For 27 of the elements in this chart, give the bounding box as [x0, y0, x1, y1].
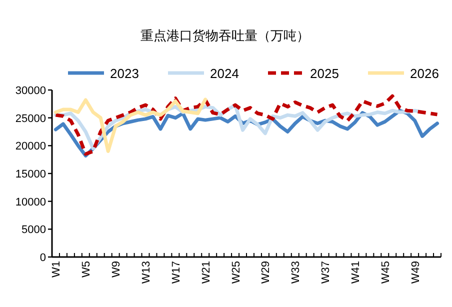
legend-label: 2023 — [110, 66, 139, 81]
x-tick-label: W29 — [260, 261, 272, 284]
x-tick-label: W9 — [110, 261, 123, 278]
x-tick-label: W33 — [290, 261, 302, 284]
x-tick-label: W49 — [410, 261, 422, 284]
y-tick-label: 5000 — [22, 224, 46, 236]
y-tick-label: 20000 — [15, 140, 46, 153]
chart-title: 重点港口货物吞吐量（万吨） — [140, 29, 310, 44]
legend-label: 2026 — [410, 66, 439, 81]
line-series — [54, 94, 440, 156]
x-tick-label: W41 — [350, 261, 362, 284]
y-tick-label: 25000 — [15, 112, 46, 125]
x-tick-label: W1 — [50, 261, 63, 278]
x-tick-label: W17 — [170, 261, 182, 284]
y-tick-label: 30000 — [15, 85, 46, 97]
y-tick-label: 10000 — [15, 196, 46, 208]
line-series — [54, 98, 208, 153]
x-tick-label: W37 — [320, 261, 332, 284]
x-tick-label: W21 — [200, 261, 212, 284]
x-tick-label: W5 — [80, 261, 93, 278]
y-tick-label: 15000 — [15, 168, 46, 180]
legend-label: 2024 — [210, 66, 239, 81]
x-tick-label: W13 — [140, 261, 153, 284]
x-tick-label: W25 — [230, 261, 242, 284]
x-tick-label: W45 — [380, 261, 392, 284]
legend-label: 2025 — [310, 66, 339, 81]
y-tick-label: 0 — [40, 252, 46, 264]
